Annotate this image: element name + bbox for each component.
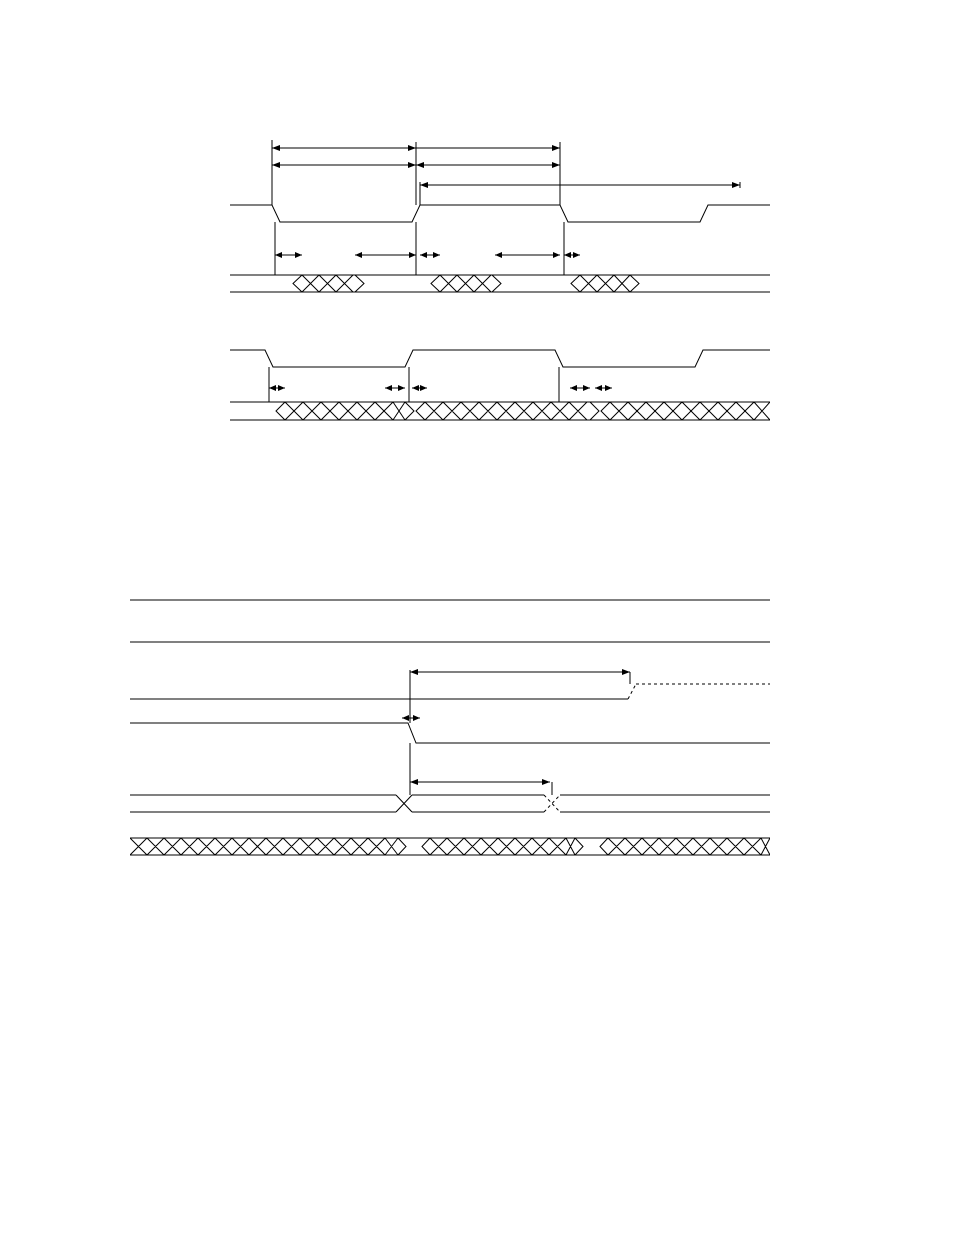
dimension-2 xyxy=(402,715,420,721)
dimension-1 xyxy=(410,669,630,723)
timing-diagram-1 xyxy=(230,140,770,470)
signal-line-3 xyxy=(130,672,770,699)
data-bus-1 xyxy=(230,275,770,292)
row2-dimensions xyxy=(269,367,612,402)
dimension-3 xyxy=(410,743,550,795)
annotation-top-spans xyxy=(272,140,740,205)
signal-line-4 xyxy=(130,723,770,743)
signal-line-6 xyxy=(130,838,770,855)
row1-dimensions xyxy=(275,222,580,275)
timing-diagram-2-svg xyxy=(130,590,770,870)
timing-diagram-1-svg xyxy=(230,140,770,470)
clock-waveform-2 xyxy=(230,350,770,367)
data-bus-2 xyxy=(230,402,770,420)
timing-diagram-2 xyxy=(130,590,770,870)
signal-line-5 xyxy=(130,782,770,812)
clock-waveform-1 xyxy=(230,205,770,222)
